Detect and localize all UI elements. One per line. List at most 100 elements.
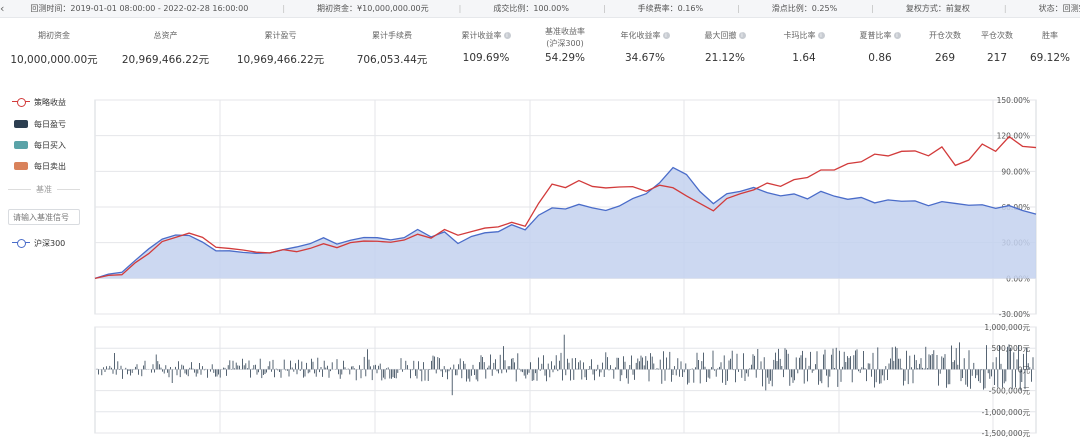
info-icon[interactable]: i xyxy=(893,32,901,39)
stat-label: 期初资金 xyxy=(38,31,70,40)
daily-pnl-chart[interactable]: 1,000,000元500,000元0元-500,000元-1,000,000元… xyxy=(0,320,1080,442)
color-swatch-icon xyxy=(14,120,28,128)
info-text: 手续费率：0.16% xyxy=(637,4,704,13)
benchmark-section-title: 基准 xyxy=(8,184,80,194)
info-icon[interactable]: i xyxy=(503,32,511,39)
y-tick-label: -30.00% xyxy=(999,310,1030,319)
stat-value: 1.64 xyxy=(792,52,816,64)
stat-sharpe-ratio: 夏普比率 i 0.86 xyxy=(844,24,916,74)
stat-value: 10,969,466.22元 xyxy=(236,54,325,66)
stat-total-assets: 总资产 20,969,466.22元 xyxy=(108,24,223,74)
stat-label: 总资产 xyxy=(153,31,178,40)
info-text: 状态：回测完成 xyxy=(1038,4,1080,13)
y-tick-label: 90.00% xyxy=(1001,167,1030,176)
stat-value: 69.12% xyxy=(1029,52,1071,64)
stat-label-text: 最大回撤 xyxy=(704,31,737,40)
stat-cumulative-return: 累计收益率 i 109.69% xyxy=(446,24,526,74)
stat-sub-label: (沪深300) xyxy=(546,39,584,48)
stat-annualized-return: 年化收益率 i 34.67% xyxy=(604,24,686,74)
stat-label: 累计手续费 xyxy=(372,31,412,40)
stat-win-rate: 胜率 69.12% xyxy=(1020,24,1080,74)
benchmark-title-text: 基准 xyxy=(36,184,52,194)
legend-label: 每日盈亏 xyxy=(34,119,66,129)
legend-item-daily-sell[interactable]: 每日卖出 xyxy=(12,160,66,172)
y-tick-label: 120.00% xyxy=(997,132,1030,141)
info-fee-rate: 手续费率：0.16% xyxy=(638,3,703,14)
benchmark-area xyxy=(95,167,1036,279)
stat-label: 最大回撤 i xyxy=(686,30,764,42)
y-tick-label: 0元 xyxy=(1018,365,1031,374)
info-icon[interactable]: i xyxy=(662,32,670,39)
stat-label: 累计收益率 i xyxy=(446,30,526,42)
info-text: 回测时间：2019-01-01 08:00:00 - 2022-02-28 16… xyxy=(30,4,249,13)
stat-label: 胜率 xyxy=(1042,31,1058,40)
color-swatch-icon xyxy=(14,141,28,149)
legend-item-daily-pnl[interactable]: 每日盈亏 xyxy=(12,118,66,130)
y-tick-label: 150.00% xyxy=(997,96,1030,105)
line-marker-icon xyxy=(12,97,30,107)
stats-row: 期初资金 10,000,000.00元 总资产 20,969,466.22元 累… xyxy=(0,24,1080,74)
chevron-left-icon: ‹ xyxy=(0,2,5,15)
legend-label: 每日卖出 xyxy=(34,161,66,171)
stat-value: 21.12% xyxy=(704,52,746,64)
info-backtest-period: 回测时间：2019-01-01 08:00:00 - 2022-02-28 16… xyxy=(30,3,248,14)
color-swatch-icon xyxy=(14,162,28,170)
stat-value: 109.69% xyxy=(462,52,510,64)
stat-max-drawdown: 最大回撤 i 21.12% xyxy=(686,24,764,74)
legend-item-strategy[interactable]: 策略收益 xyxy=(12,96,66,108)
info-initial-capital: 期初资金：¥10,000,000.00元 xyxy=(317,3,429,14)
info-fill-ratio: 成交比例：100.00% xyxy=(493,3,569,14)
stat-label-text: 卡玛比率 xyxy=(783,31,816,40)
legend-item-hs300[interactable]: 沪深300 xyxy=(12,237,65,249)
info-slippage: 滑点比例：0.25% xyxy=(772,3,837,14)
stat-label: 年化收益率 i xyxy=(604,30,686,42)
stat-label: 基准收益率 xyxy=(545,27,585,36)
stat-label: 开仓次数 xyxy=(929,31,961,40)
info-text: 期初资金：¥10,000,000.00元 xyxy=(317,4,429,13)
y-tick-label: 0.00% xyxy=(1006,274,1030,283)
stat-initial-capital: 期初资金 10,000,000.00元 xyxy=(0,24,108,74)
stat-benchmark-return: 基准收益率 (沪深300) 54.29% xyxy=(526,24,604,74)
plot-area xyxy=(94,326,1037,434)
stat-label: 累计盈亏 xyxy=(264,31,297,40)
returns-chart[interactable]: 150.00%120.00%90.00%60.00%30.00%0.00%-30… xyxy=(0,90,1080,322)
stat-label-text: 年化收益率 xyxy=(620,31,661,40)
legend-label: 沪深300 xyxy=(34,238,66,248)
legend-label: 策略收益 xyxy=(34,97,66,107)
benchmark-input[interactable] xyxy=(8,209,80,225)
stat-value: 34.67% xyxy=(624,52,666,64)
legend-label: 每日买入 xyxy=(34,140,66,150)
y-tick-label: -1,500,000元 xyxy=(982,429,1031,438)
y-tick-label: -500,000元 xyxy=(989,387,1031,396)
legend-item-daily-buy[interactable]: 每日买入 xyxy=(12,139,66,151)
stat-cumulative-pnl: 累计盈亏 10,969,466.22元 xyxy=(223,24,338,74)
stat-close-count: 平仓次数 217 xyxy=(974,24,1020,74)
back-button[interactable]: ‹ xyxy=(0,0,4,18)
stat-value: 706,053.44元 xyxy=(356,54,428,66)
info-status: 状态：回测完成 xyxy=(1039,3,1080,14)
stat-open-count: 开仓次数 269 xyxy=(916,24,974,74)
stat-cumulative-fees: 累计手续费 706,053.44元 xyxy=(338,24,446,74)
stat-value: 0.86 xyxy=(868,52,892,64)
stat-value: 10,000,000.00元 xyxy=(10,54,98,66)
info-icon[interactable]: i xyxy=(817,32,825,39)
stat-value: 217 xyxy=(986,52,1008,64)
line-marker-icon xyxy=(12,238,30,248)
stat-label-text: 夏普比率 xyxy=(859,31,892,40)
stat-label-text: 累计收益率 xyxy=(461,31,502,40)
strategy-series-line xyxy=(94,135,1037,279)
backtest-info-bar: ‹ 回测时间：2019-01-01 08:00:00 - 2022-02-28 … xyxy=(0,0,1080,18)
stat-label: 卡玛比率 i xyxy=(764,30,844,42)
info-text: 滑点比例：0.25% xyxy=(771,4,838,13)
y-tick-label: -1,000,000元 xyxy=(982,408,1031,417)
stat-label: 夏普比率 i xyxy=(844,30,916,42)
y-tick-label: 1,000,000元 xyxy=(984,323,1030,332)
benchmark-series-line xyxy=(94,166,1037,279)
stat-label: 平仓次数 xyxy=(981,31,1013,40)
stat-value: 20,969,466.22元 xyxy=(121,54,210,66)
info-adjust-mode: 复权方式：前复权 xyxy=(906,3,970,14)
info-text: 成交比例：100.00% xyxy=(493,4,569,13)
info-text: 复权方式：前复权 xyxy=(905,4,970,13)
info-icon[interactable]: i xyxy=(738,32,746,39)
stat-value: 54.29% xyxy=(544,52,586,64)
